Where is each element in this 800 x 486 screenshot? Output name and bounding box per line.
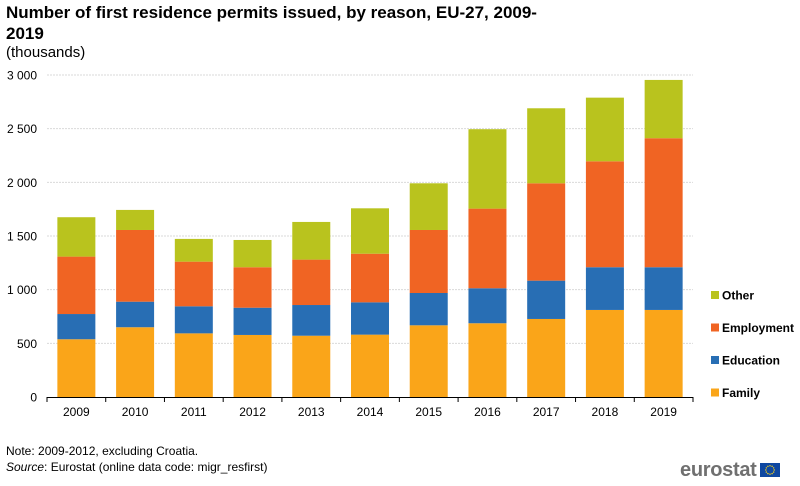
bar-other-2015 [409, 183, 448, 230]
y-tick-label: 3 000 [7, 69, 37, 83]
logo-text: eurostat [680, 459, 757, 481]
eu-star [765, 471, 767, 473]
chart-subtitle: (thousands) [6, 44, 86, 61]
source-text: : Eurostat (online data code: migr_resfi… [44, 460, 268, 474]
x-tick-label: 2014 [357, 405, 384, 419]
bar-family-2016 [468, 323, 507, 397]
bar-other-2009 [57, 217, 96, 257]
chart-source: Source: Eurostat (online data code: migr… [6, 459, 267, 475]
bar-family-2017 [527, 318, 566, 397]
bar-education-2014 [351, 302, 389, 335]
bar-other-2016 [468, 129, 507, 209]
bar-education-2019 [644, 267, 683, 310]
bar-employment-2017 [527, 183, 566, 281]
bar-other-2013 [292, 221, 331, 260]
bar-employment-2019 [644, 138, 683, 268]
legend-swatch-other [711, 291, 719, 299]
bar-education-2009 [57, 314, 96, 340]
y-tick-label: 2 500 [7, 122, 37, 136]
bar-family-2010 [116, 327, 155, 397]
bar-other-2012 [233, 239, 272, 268]
y-tick-label: 1 000 [7, 283, 37, 297]
eu-flag-icon [759, 463, 780, 477]
eu-star [766, 472, 769, 475]
bar-other-2010 [116, 209, 155, 230]
bar-education-2011 [174, 306, 213, 334]
y-tick-label: 0 [30, 391, 37, 405]
bar-education-2015 [409, 292, 448, 326]
x-tick-label: 2015 [415, 405, 442, 419]
eu-star [770, 465, 773, 468]
bar-family-2011 [174, 333, 213, 397]
bar-employment-2016 [468, 208, 507, 289]
eu-star [764, 469, 767, 471]
x-tick-label: 2018 [592, 405, 619, 419]
x-tick-label: 2012 [239, 405, 266, 419]
bar-employment-2018 [585, 161, 624, 268]
bar-employment-2011 [174, 261, 213, 307]
bar-employment-2012 [233, 267, 272, 308]
legend-swatch-family [711, 388, 719, 397]
eu-star [768, 473, 771, 475]
bars [57, 79, 683, 397]
bar-family-2012 [233, 334, 272, 397]
y-tick-label: 500 [17, 337, 37, 351]
bar-family-2015 [409, 325, 448, 397]
bar-employment-2009 [57, 256, 96, 315]
source-label: Source [6, 460, 45, 474]
bar-employment-2010 [116, 229, 155, 302]
x-tick-label: 2016 [474, 405, 501, 419]
x-tick-label: 2019 [650, 405, 677, 419]
bar-education-2012 [233, 307, 272, 335]
x-tick-label: 2009 [63, 405, 90, 419]
bar-employment-2013 [292, 259, 331, 306]
legend: Other Employment Education Family [711, 289, 794, 400]
eu-star [765, 467, 767, 469]
legend-label-family: Family [722, 386, 760, 400]
bar-other-2018 [585, 97, 624, 162]
bar-other-2017 [527, 108, 566, 184]
eu-star [772, 471, 774, 473]
bar-family-2014 [351, 334, 389, 397]
bar-education-2013 [292, 305, 331, 336]
bar-education-2017 [527, 280, 566, 319]
legend-label-other: Other [722, 289, 754, 303]
chart-title: Number of first residence permits issued… [6, 3, 537, 43]
x-tick-label: 2010 [122, 405, 149, 419]
legend-swatch-employment [711, 323, 719, 332]
bar-family-2019 [644, 309, 683, 397]
eu-star [768, 465, 771, 467]
eurostat-logo: eurostat [680, 459, 780, 481]
legend-swatch-education [711, 356, 719, 364]
y-tick-label: 2 000 [7, 176, 37, 190]
eu-star [773, 469, 775, 471]
eu-star [772, 467, 774, 469]
stacked-bar-chart: 0 500 1 000 1 500 2 000 2 500 3 000 2009 2010 201… [7, 69, 794, 420]
bar-employment-2014 [351, 253, 389, 303]
eu-star [766, 465, 769, 468]
bar-education-2016 [468, 288, 507, 324]
bar-family-2009 [57, 339, 96, 397]
bar-education-2010 [116, 301, 155, 328]
legend-label-employment: Employment [722, 321, 794, 335]
bar-other-2014 [351, 208, 389, 254]
legend-label-education: Education [722, 354, 780, 368]
bar-employment-2015 [409, 229, 448, 293]
x-tick-label: 2013 [298, 405, 325, 419]
y-tick-label: 1 500 [7, 230, 37, 244]
axes: 0 500 1 000 1 500 2 000 2 500 3 000 2009 2010 201… [7, 69, 694, 419]
bar-education-2018 [585, 267, 624, 310]
bar-other-2011 [174, 238, 213, 262]
x-tick-label: 2017 [533, 405, 560, 419]
bar-other-2019 [644, 79, 683, 139]
bar-family-2018 [585, 309, 624, 397]
bar-family-2013 [292, 335, 331, 397]
chart-note: Note: 2009-2012, excluding Croatia. [6, 444, 199, 458]
eu-star [770, 472, 773, 475]
x-tick-label: 2011 [181, 405, 207, 419]
